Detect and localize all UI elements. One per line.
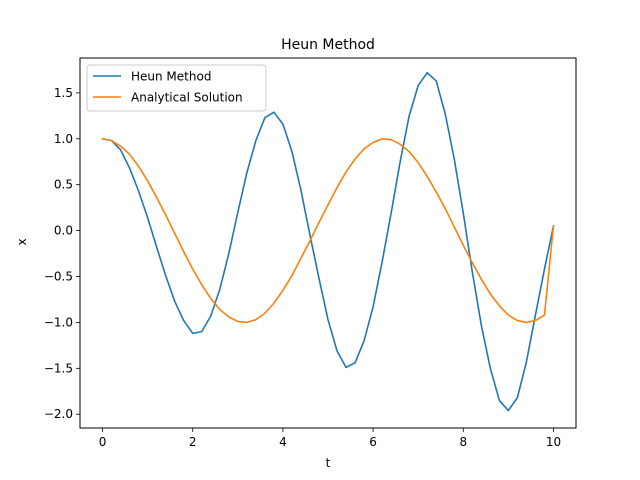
- plot-area: [101, 71, 555, 412]
- plot-frame: [79, 57, 577, 429]
- x-axis-label: t: [326, 456, 331, 470]
- y-tick-label: 0.0: [54, 224, 73, 238]
- y-axis: −2.0 −1.5 −1.0 −0.5 0.0 0.5 1.0 1.5: [44, 86, 80, 421]
- x-tick-label: 8: [459, 435, 467, 449]
- legend-label-heun: Heun Method: [131, 70, 211, 84]
- x-axis: 0 2 4 6 8 10: [99, 428, 561, 449]
- x-tick-label: 10: [546, 435, 561, 449]
- x-tick-label: 4: [279, 435, 287, 449]
- chart-title: Heun Method: [281, 37, 375, 53]
- y-tick-label: 0.5: [54, 178, 73, 192]
- y-tick-label: −1.0: [44, 315, 73, 329]
- legend-label-analytical: Analytical Solution: [131, 91, 243, 105]
- y-tick-label: 1.0: [54, 132, 73, 146]
- series-line-analytical: [101, 137, 555, 324]
- y-axis-label: x: [15, 238, 29, 245]
- series-line-heun: [101, 71, 555, 412]
- y-tick-label: −2.0: [44, 407, 73, 421]
- y-tick-label: −1.5: [44, 361, 73, 375]
- y-tick-label: 1.5: [54, 86, 73, 100]
- y-tick-label: −0.5: [44, 270, 73, 284]
- legend-box: [86, 64, 267, 112]
- legend: Heun Method Analytical Solution: [86, 64, 267, 112]
- x-tick-label: 2: [189, 435, 197, 449]
- x-tick-label: 6: [369, 435, 377, 449]
- x-tick-label: 0: [99, 435, 107, 449]
